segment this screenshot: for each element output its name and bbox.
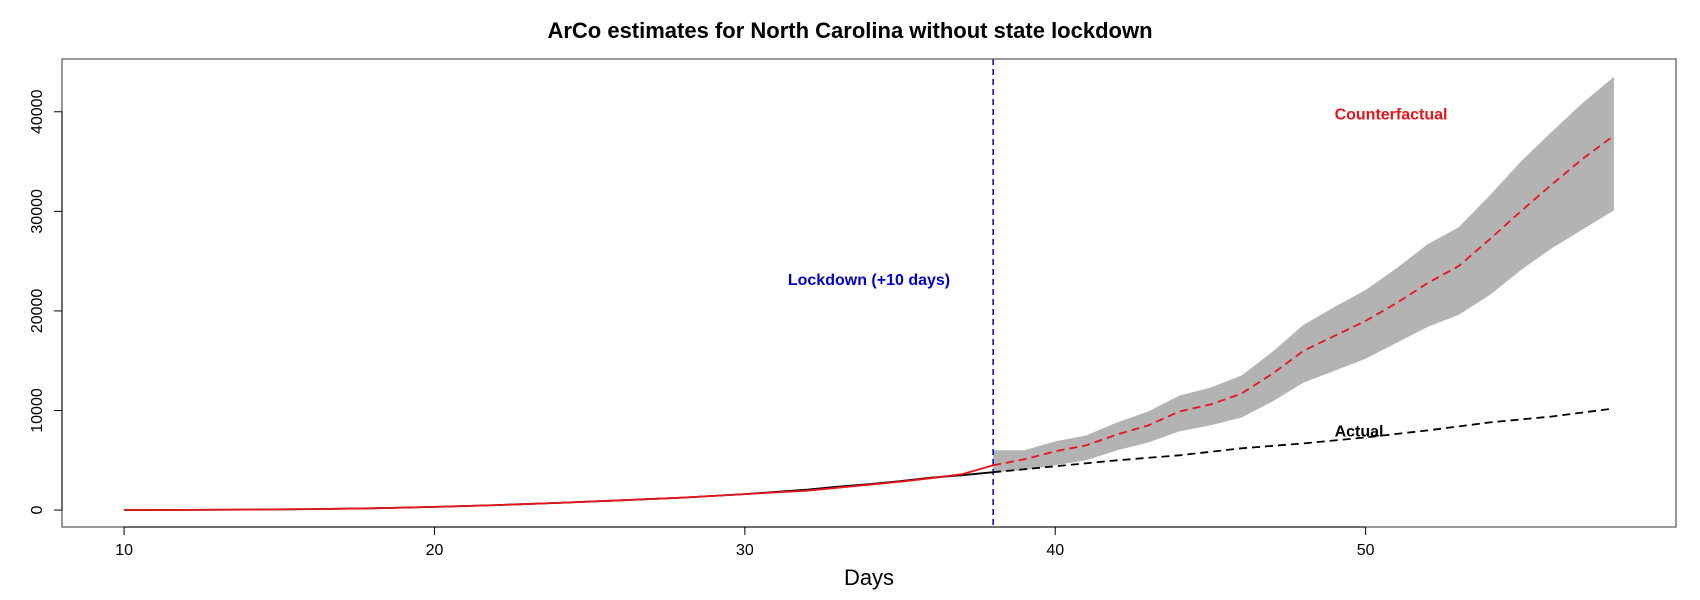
plot-area [124, 59, 1615, 527]
x-tick-label: 40 [1046, 542, 1064, 559]
chart-title: ArCo estimates for North Carolina withou… [547, 18, 1152, 43]
series-line-actual-pre-lockdown [124, 471, 994, 512]
x-axis-title: Days [844, 565, 894, 590]
axes: 10 20 30 40 50 0 10000 20000 30000 40000 [29, 89, 1375, 559]
annotations: Lockdown (+10 days) Counterfactual Actual [788, 107, 1448, 441]
confidence-band [993, 76, 1614, 473]
x-tick-label: 50 [1357, 542, 1375, 559]
annotation-counterfactual: Counterfactual [1335, 107, 1448, 124]
series-line-counterfactual [993, 134, 1615, 467]
annotation-lockdown-10-days: Lockdown (+10 days) [788, 272, 950, 289]
x-tick-label: 30 [736, 542, 754, 559]
x-tick-label: 20 [426, 542, 444, 559]
y-tick-label: 30000 [29, 189, 46, 234]
y-tick-label: 40000 [29, 89, 46, 134]
annotation-actual: Actual [1335, 423, 1384, 440]
y-tick-label: 10000 [29, 388, 46, 433]
y-tick-label: 20000 [29, 289, 46, 334]
y-tick-label: 0 [29, 506, 46, 515]
series-line-counterfactual-pre-lockdown-fit [124, 464, 994, 512]
x-tick-label: 10 [115, 542, 133, 559]
